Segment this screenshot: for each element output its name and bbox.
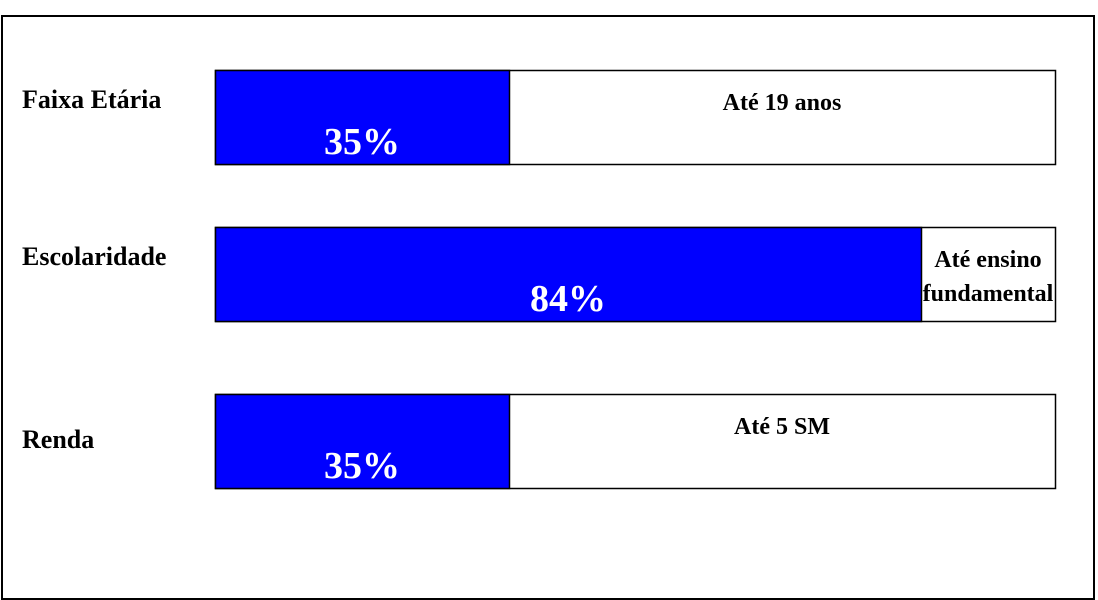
row-label-faixa-etaria: Faixa Etária (22, 85, 161, 114)
value-label-renda: 35% (324, 445, 400, 487)
bar-value-renda (214, 393, 511, 490)
bar-value-faixa-etaria (214, 69, 511, 166)
description-faixa-etaria-0: Até 19 anos (723, 90, 842, 116)
row-label-escolaridade: Escolaridade (22, 242, 166, 271)
description-renda-0: Até 5 SM (734, 414, 830, 440)
description-escolaridade-1: fundamental (923, 281, 1054, 307)
row-label-renda: Renda (22, 425, 94, 454)
value-label-faixa-etaria: 35% (324, 121, 400, 163)
description-escolaridade-0: Até ensino (934, 247, 1041, 273)
bar-value-escolaridade (214, 226, 923, 323)
value-label-escolaridade: 84% (530, 278, 606, 320)
